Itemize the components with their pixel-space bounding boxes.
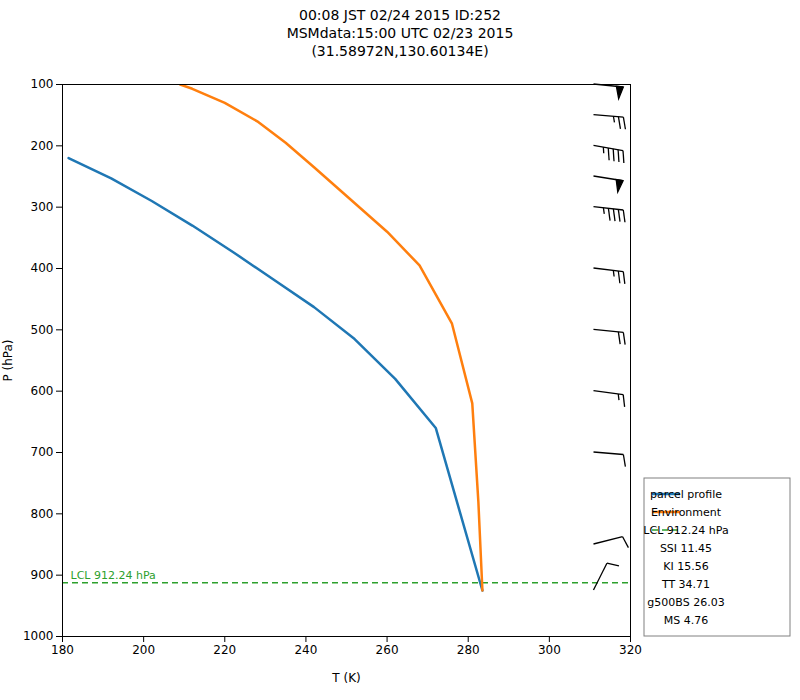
svg-text:g500BS 26.03: g500BS 26.03	[647, 596, 724, 609]
svg-text:200: 200	[132, 643, 155, 657]
html-text:00:08 JST 02/24 2015 ID:252 MS: 00:08 JST 02/24 2015 ID:252 MSMdata:15:0…	[286, 7, 514, 59]
svg-text:P (hPa): P (hPa)	[1, 339, 15, 381]
svg-text:100: 100	[31, 77, 54, 91]
svg-text:MS 4.76: MS 4.76	[664, 614, 708, 627]
svg-text:LCL 912.24 hPa: LCL 912.24 hPa	[643, 524, 728, 537]
svg-text:300: 300	[31, 200, 54, 214]
svg-text:800: 800	[31, 507, 54, 521]
svg-text:300: 300	[538, 643, 561, 657]
svg-text:parcel profile: parcel profile	[650, 488, 722, 501]
svg-text:600: 600	[31, 384, 54, 398]
svg-text:TT 34.71: TT 34.71	[661, 578, 710, 591]
svg-text:200: 200	[31, 139, 54, 153]
svg-text:400: 400	[31, 261, 54, 275]
svg-text:900: 900	[31, 568, 54, 582]
svg-text:Environment: Environment	[651, 506, 722, 519]
svg-text:320: 320	[619, 643, 642, 657]
svg-text:1000: 1000	[23, 629, 54, 643]
svg-text:240: 240	[294, 643, 317, 657]
svg-text:700: 700	[31, 445, 54, 459]
svg-text:LCL 912.24 hPa: LCL 912.24 hPa	[71, 569, 156, 582]
svg-text:SSI 11.45: SSI 11.45	[660, 542, 712, 555]
svg-text:220: 220	[213, 643, 236, 657]
svg-text:500: 500	[31, 323, 54, 337]
svg-text:T (K): T (K)	[331, 671, 360, 685]
svg-text:KI 15.56: KI 15.56	[663, 560, 708, 573]
svg-text:260: 260	[376, 643, 399, 657]
svg-text:280: 280	[457, 643, 480, 657]
svg-text:180: 180	[51, 643, 74, 657]
